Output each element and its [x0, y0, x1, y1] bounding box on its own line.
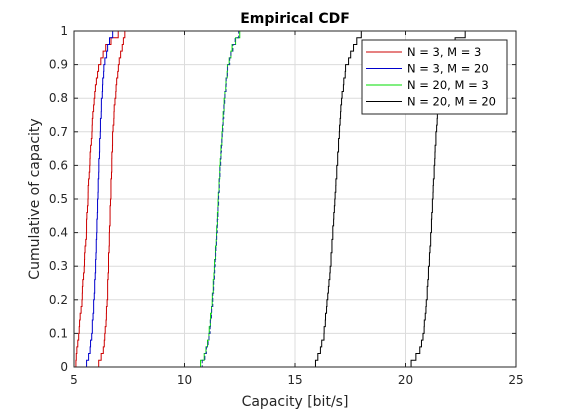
axis-ticks: 5 10 15 20 25 0 0.1 0.2 0.3 0.4 0.5 0.6 0.7 0.8 0.9 1	[49, 24, 524, 387]
x-tick-label: 25	[508, 373, 523, 387]
series-line-5	[312, 31, 362, 368]
x-tick-label: 10	[177, 373, 192, 387]
y-tick-label: 0.8	[49, 91, 68, 105]
y-tick-label: 0.9	[49, 58, 68, 72]
legend-entry: N = 3, M = 20	[407, 62, 489, 76]
series-line-2	[85, 31, 114, 368]
y-tick-label: 0.4	[49, 226, 68, 240]
series-line-0	[75, 31, 119, 368]
chart-title: Empirical CDF	[240, 11, 350, 27]
y-tick-label: 0	[60, 360, 68, 374]
y-tick-label: 0.5	[49, 192, 68, 206]
series-line-4	[199, 31, 240, 368]
y-axis-label: Cumulative of capacity	[27, 118, 43, 279]
legend: N = 3, M = 3 N = 3, M = 20 N = 20, M = 3 N …	[361, 39, 508, 115]
series-line-1	[96, 31, 126, 368]
legend-entry: N = 20, M = 3	[407, 78, 489, 92]
y-tick-label: 1	[60, 24, 68, 38]
y-tick-label: 0.1	[49, 326, 68, 340]
y-tick-label: 0.3	[49, 259, 68, 273]
x-tick-label: 15	[287, 373, 302, 387]
y-tick-label: 0.6	[49, 158, 68, 172]
y-tick-label: 0.2	[49, 293, 68, 307]
legend-entry: N = 20, M = 20	[407, 95, 496, 109]
x-tick-label: 5	[70, 373, 78, 387]
x-axis-label: Capacity [bit/s]	[242, 394, 349, 410]
y-tick-label: 0.7	[49, 125, 68, 139]
legend-entry: N = 3, M = 3	[407, 45, 481, 59]
x-tick-label: 20	[398, 373, 413, 387]
